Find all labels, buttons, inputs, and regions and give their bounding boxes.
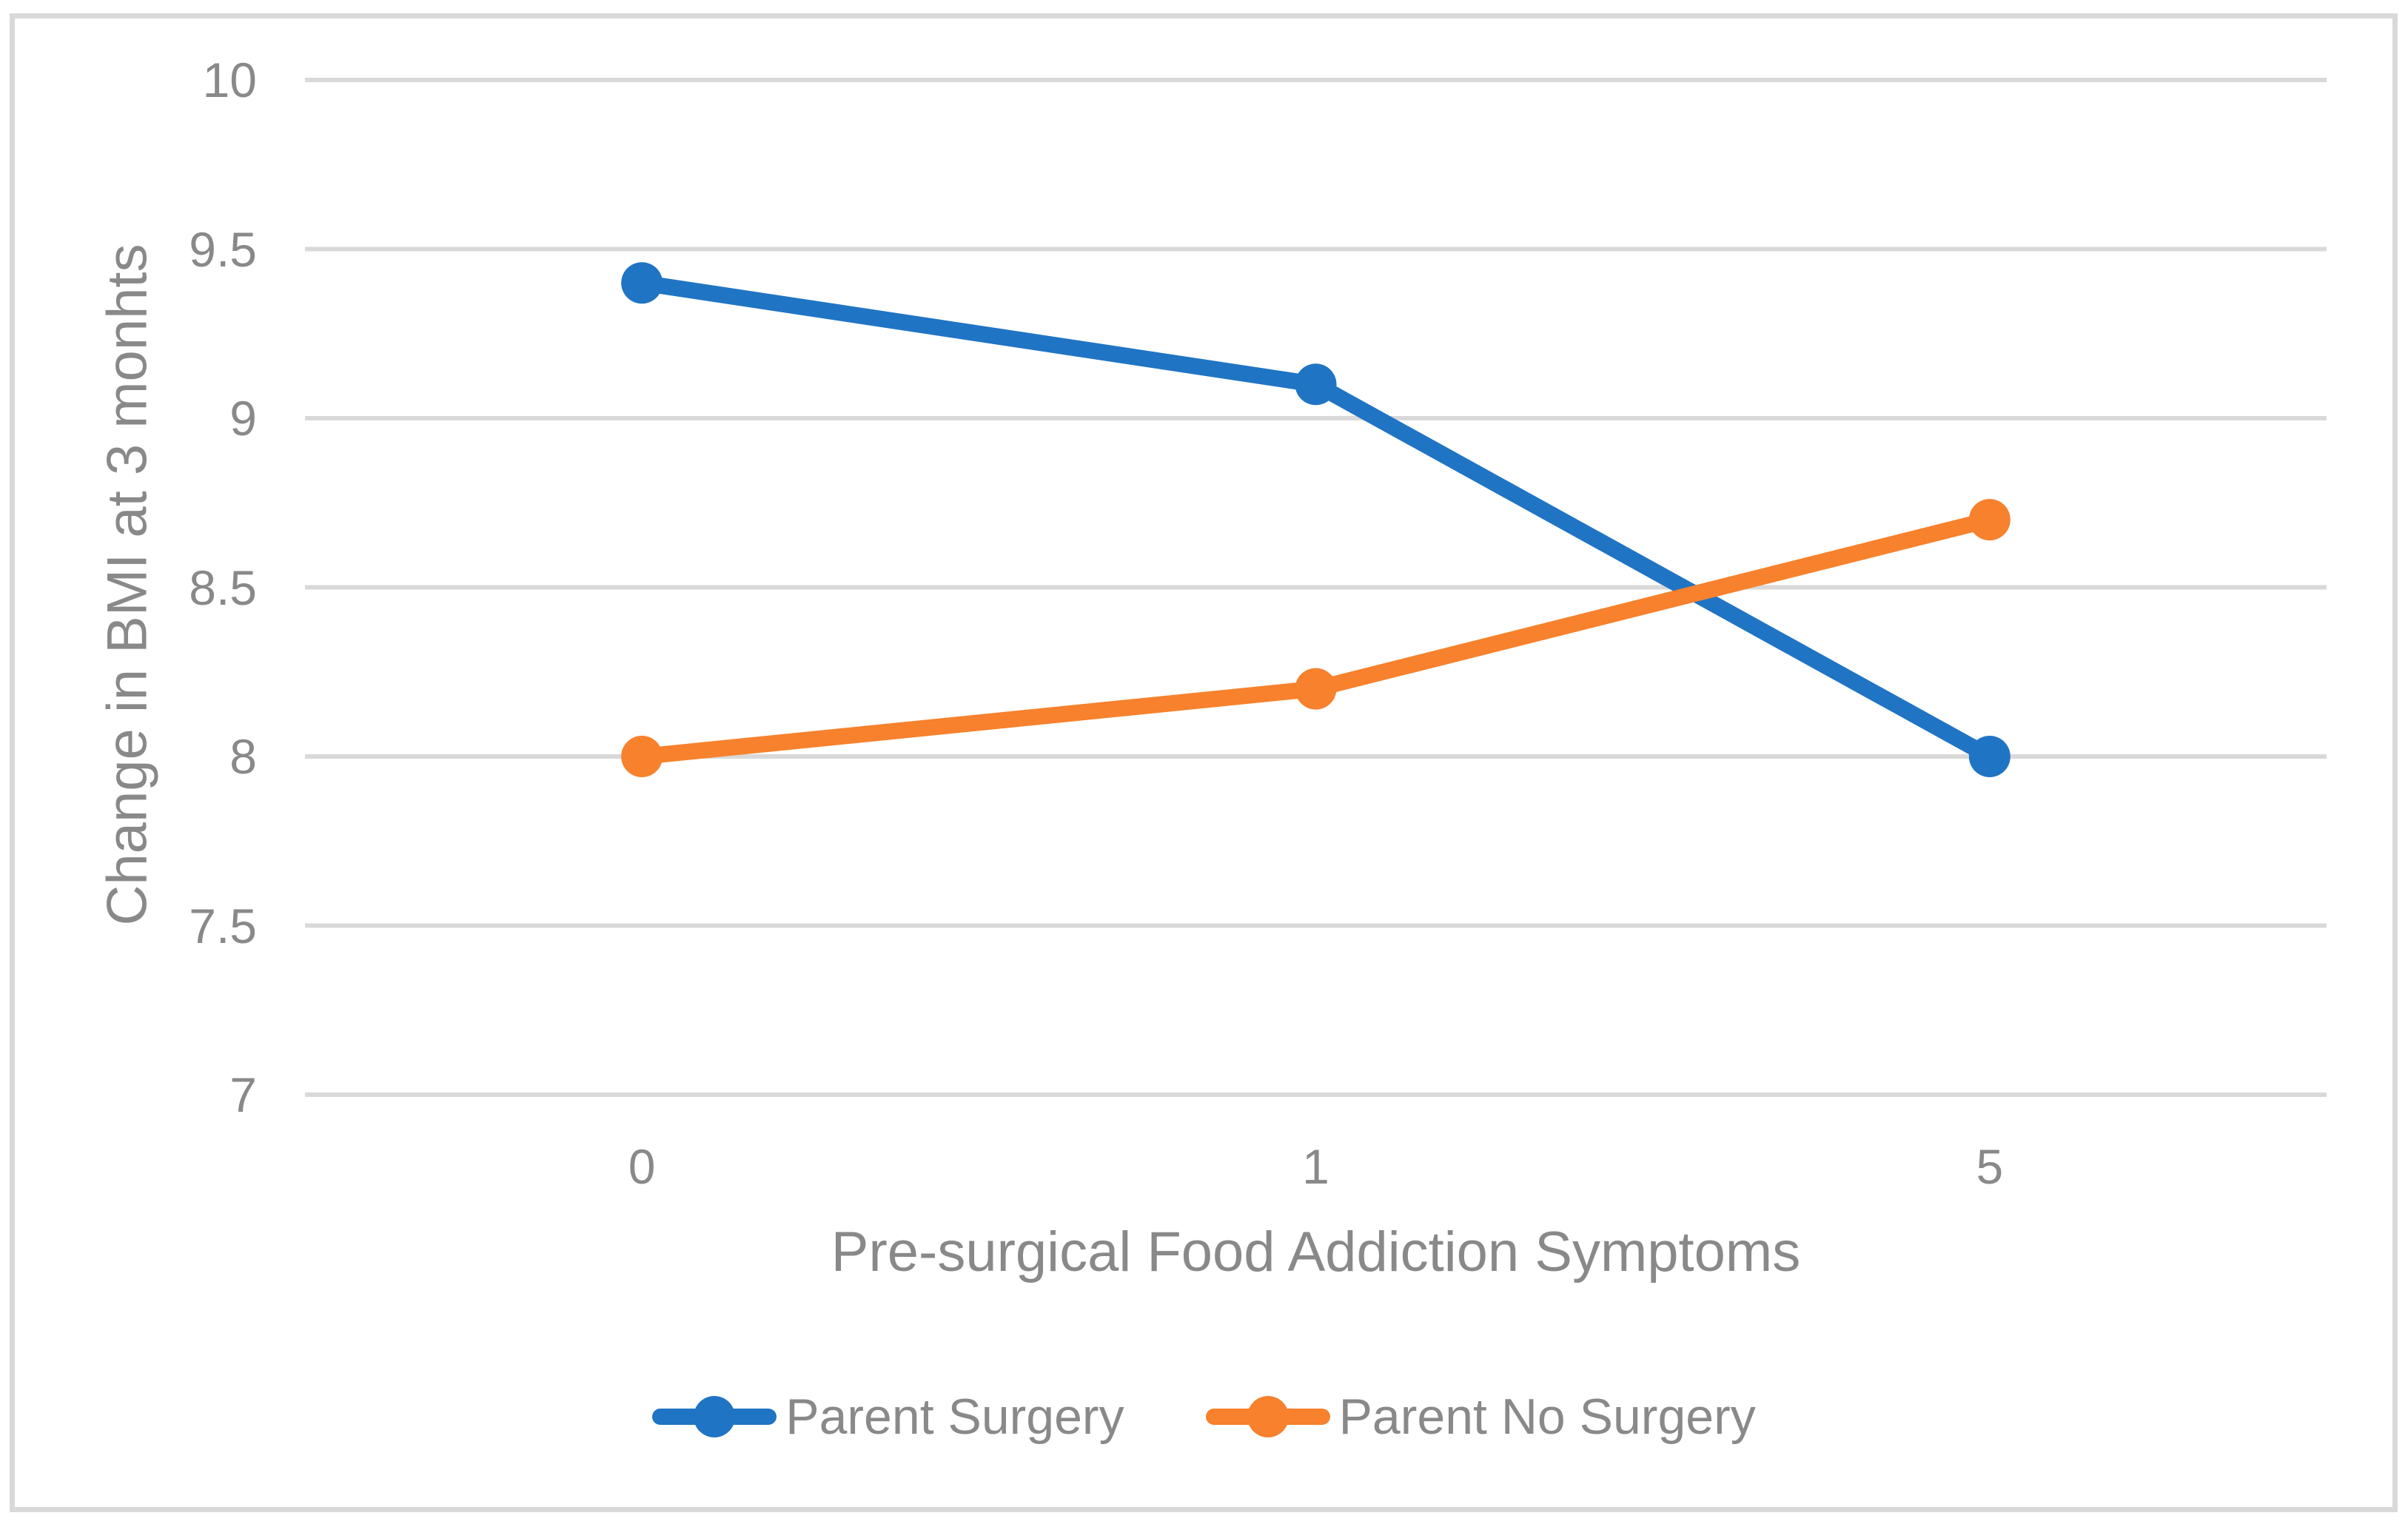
data-point-marker	[1295, 363, 1337, 406]
y-axis-tick-label: 9.5	[189, 221, 257, 277]
y-axis-tick-label: 9	[229, 391, 257, 446]
legend: Parent Surgery Parent No Surgery	[0, 1392, 2408, 1442]
y-axis-tick-label: 8	[229, 729, 257, 784]
legend-item-parent-surgery: Parent Surgery	[652, 1392, 1124, 1442]
legend-dot-swatch	[1247, 1396, 1289, 1437]
data-point-marker	[621, 736, 663, 777]
y-axis-tick-label: 8.5	[189, 560, 257, 615]
legend-dot-swatch	[694, 1396, 736, 1437]
data-point-marker	[621, 262, 663, 304]
x-axis-tick-label: 5	[1976, 1139, 2004, 1194]
data-point-marker	[1295, 668, 1337, 710]
legend-label-parent-surgery: Parent Surgery	[785, 1389, 1124, 1445]
legend-label-parent-no-surgery: Parent No Surgery	[1338, 1389, 1756, 1445]
x-axis-tick-label: 0	[628, 1139, 656, 1194]
data-point-marker	[1968, 736, 2010, 777]
line-marker-icon	[652, 1395, 777, 1439]
line-marker-icon	[1205, 1395, 1330, 1439]
x-axis-tick-label: 1	[1302, 1139, 1329, 1194]
data-point-marker	[1968, 499, 2010, 541]
y-axis-tick-label: 7.5	[189, 898, 257, 953]
series-parent-surgery	[621, 262, 2010, 777]
series-layer	[621, 262, 2010, 777]
gridlines	[305, 78, 2327, 1097]
y-axis-tick-label: 7	[229, 1067, 257, 1122]
y-axis-tick-label: 10	[202, 53, 257, 107]
x-axis-title: Pre-surgical Food Addiction Symptoms	[831, 1221, 1801, 1283]
legend-item-parent-no-surgery: Parent No Surgery	[1205, 1389, 1756, 1445]
series-parent-no-surgery	[621, 499, 2010, 777]
